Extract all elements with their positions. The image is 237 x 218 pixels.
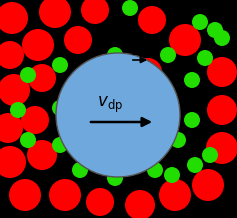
Circle shape — [52, 57, 68, 73]
Circle shape — [21, 106, 49, 134]
Text: $\mathit{v}$$_\mathregular{dp}$: $\mathit{v}$$_\mathregular{dp}$ — [97, 95, 123, 115]
Circle shape — [192, 14, 208, 30]
Circle shape — [22, 29, 54, 61]
Circle shape — [27, 140, 57, 170]
Circle shape — [64, 26, 92, 54]
Circle shape — [202, 147, 218, 163]
Circle shape — [160, 97, 176, 113]
Circle shape — [86, 188, 114, 216]
Circle shape — [52, 100, 68, 116]
Circle shape — [170, 132, 186, 148]
Circle shape — [184, 72, 200, 88]
Circle shape — [28, 64, 56, 92]
Circle shape — [187, 157, 203, 173]
Circle shape — [207, 95, 237, 125]
Circle shape — [20, 67, 36, 83]
Circle shape — [70, 80, 86, 96]
Circle shape — [52, 137, 68, 153]
Circle shape — [107, 47, 123, 63]
Circle shape — [0, 41, 24, 69]
Circle shape — [10, 102, 26, 118]
Circle shape — [206, 132, 237, 164]
Circle shape — [125, 190, 155, 218]
Circle shape — [56, 53, 180, 177]
Circle shape — [0, 146, 26, 178]
Circle shape — [192, 169, 224, 201]
Circle shape — [140, 134, 156, 150]
Circle shape — [160, 47, 176, 63]
Circle shape — [107, 170, 123, 186]
Circle shape — [49, 179, 81, 211]
Circle shape — [81, 0, 109, 24]
Circle shape — [134, 58, 162, 86]
Circle shape — [20, 132, 36, 148]
Circle shape — [197, 50, 213, 66]
Circle shape — [0, 74, 30, 106]
Circle shape — [122, 0, 138, 16]
Circle shape — [207, 57, 237, 87]
Circle shape — [0, 2, 28, 34]
Circle shape — [207, 22, 223, 38]
Circle shape — [138, 6, 166, 34]
Circle shape — [9, 179, 41, 211]
Circle shape — [214, 30, 230, 46]
Circle shape — [147, 162, 163, 178]
Circle shape — [72, 162, 88, 178]
Circle shape — [0, 113, 23, 143]
Circle shape — [159, 179, 191, 211]
Circle shape — [39, 0, 71, 28]
Circle shape — [184, 112, 200, 128]
Circle shape — [169, 24, 201, 56]
Circle shape — [164, 167, 180, 183]
